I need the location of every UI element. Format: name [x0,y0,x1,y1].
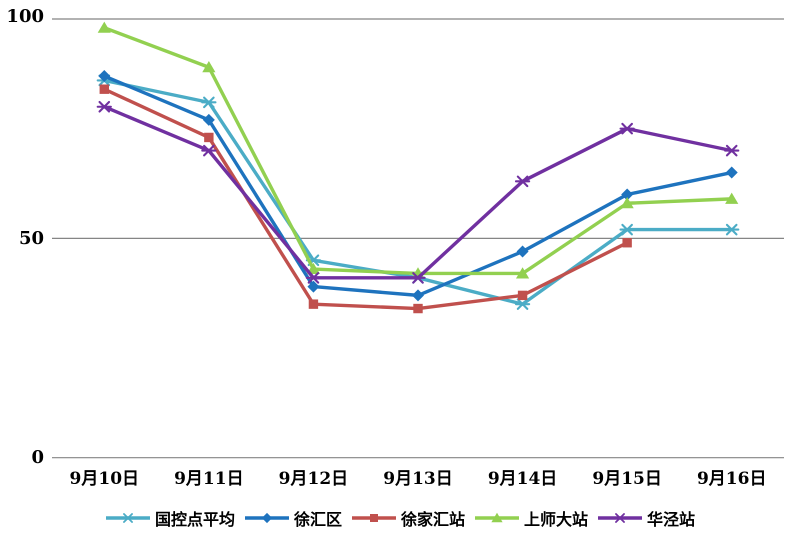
y-axis-tick-label: 0 [31,447,44,468]
data-point-marker-square [369,514,378,522]
data-point-marker-triangle [620,197,634,209]
legend-item-1: 徐汇区 [244,506,342,530]
series-4 [96,100,740,284]
data-point-marker-star [305,272,322,284]
data-point-marker-triangle [97,21,111,33]
data-point-marker-triangle [202,61,216,73]
series-line-1 [102,74,734,298]
legend-swatch-diamond-icon [244,512,289,524]
data-point-marker-square [99,84,109,94]
data-point-marker-diamond [516,245,529,258]
data-point-marker-star [514,298,531,310]
legend-label: 华泾站 [647,510,696,529]
data-point-marker-square [413,303,423,314]
series-3 [97,21,739,279]
data-point-marker-diamond [307,280,320,293]
data-point-marker-diamond [202,113,215,126]
legend-swatch-star-icon [105,513,150,523]
data-point-marker-star [724,223,740,236]
legend-label: 徐家汇站 [400,510,465,529]
series-line-3 [102,26,734,276]
data-point-marker-triangle [725,192,739,204]
x-axis-label: 9月15日 [592,469,662,489]
series-1 [98,70,738,302]
data-point-marker-diamond [621,188,634,201]
data-point-marker-triangle [491,512,503,523]
legend-item-2: 徐家汇站 [351,506,465,530]
chart-legend: 国控点平均 徐汇区 徐家汇站 上师大站 华泾站 [0,503,800,533]
y-axis-tick-label: 50 [19,228,44,249]
legend-label: 上师大站 [524,510,589,529]
data-point-marker-star [121,513,135,523]
data-point-marker-square [622,238,632,248]
x-axis-label: 9月16日 [697,469,767,489]
x-axis-label: 9月11日 [174,469,244,489]
legend-item-3: 上师大站 [474,506,588,530]
data-point-marker-diamond [98,70,111,83]
data-point-marker-square [204,132,214,143]
y-axis-tick-label: 100 [6,6,44,27]
data-point-marker-triangle [515,267,530,279]
data-point-marker-diamond [412,289,424,302]
data-point-marker-star [619,122,635,135]
legend-item-4: 华泾站 [597,506,695,530]
data-point-marker-square [517,290,528,301]
data-point-marker-diamond [725,166,738,179]
x-axis-label: 9月12日 [279,469,349,489]
data-point-marker-star [613,513,627,523]
legend-swatch-triangle-icon [475,512,519,523]
data-point-marker-star [96,100,112,113]
data-point-marker-star [514,175,531,188]
x-axis-label: 9月10日 [70,469,140,489]
legend-item-0: 国控点平均 [105,506,235,530]
legend-swatch-star-icon [598,513,643,523]
data-point-marker-star [201,96,217,109]
data-point-marker-star [724,144,740,157]
series-2 [99,84,632,314]
data-point-marker-star [201,144,217,157]
data-point-marker-square [308,299,319,309]
legend-swatch-square-icon [351,514,396,522]
data-point-marker-diamond [261,512,273,524]
legend-label: 徐汇区 [293,510,342,529]
line-chart-plot-area: 100 50 0 9月10日 9月11日 9月12日 9月13日 9月14日 9月15日 9月16… [6,6,784,489]
x-axis-label: 9月14日 [488,469,558,489]
legend-label: 国控点平均 [154,510,235,529]
x-axis-label: 9月13日 [383,469,453,489]
data-point-marker-star [410,272,426,284]
data-point-marker-star [619,223,635,236]
series-line-2 [102,87,629,311]
